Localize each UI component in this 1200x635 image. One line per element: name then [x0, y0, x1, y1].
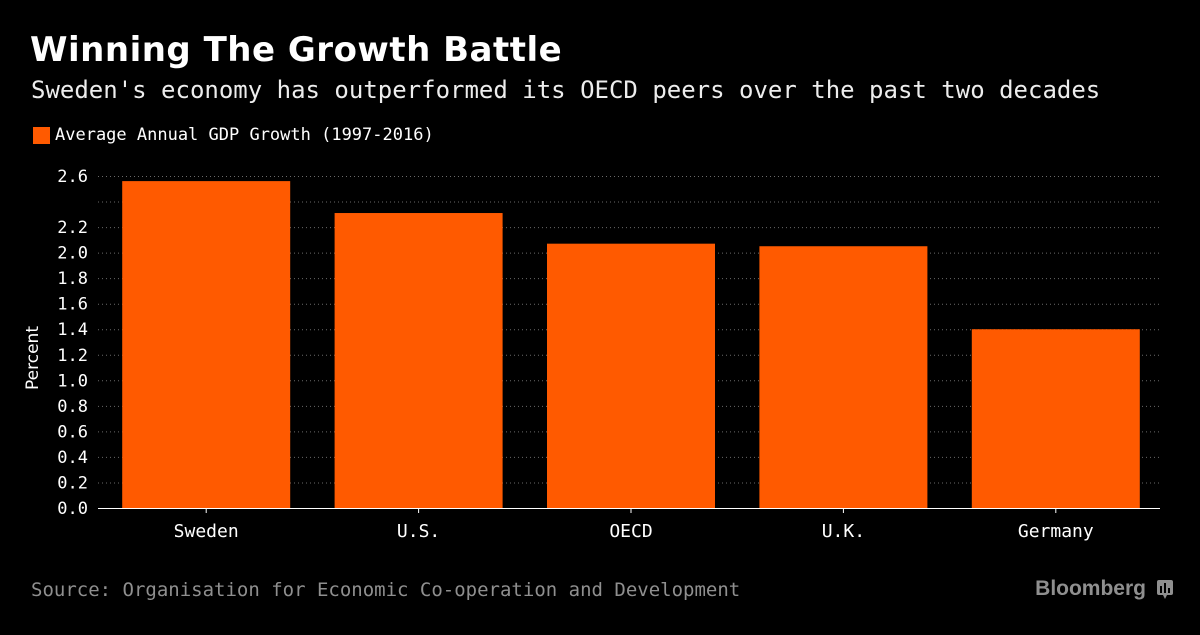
y-tick-label: 1.4 [57, 320, 88, 340]
x-tick-label: Sweden [174, 521, 239, 542]
y-tick-label: 0.4 [57, 448, 88, 468]
y-tick-label: 2.6 [57, 167, 88, 187]
y-tick-label: 0.0 [57, 499, 88, 519]
legend: Average Annual GDP Growth (1997-2016) [33, 124, 434, 146]
y-tick-label: 2.2 [57, 218, 88, 238]
bar-oecd [547, 243, 715, 508]
legend-label: Average Annual GDP Growth (1997-2016) [55, 125, 434, 145]
y-axis-label: Percent [23, 326, 43, 390]
bar-u-k [759, 246, 928, 508]
y-tick-label: 2.0 [57, 244, 88, 264]
chart-title: Winning The Growth Battle [30, 30, 563, 70]
legend-swatch [33, 126, 50, 144]
x-tick-label: Germany [1018, 521, 1094, 542]
bar-sweden [122, 181, 291, 508]
axis-layer: 0.0 0.2 0.4 0.6 0.8 1.0 1.2 1.4 1.6 1.8 2.0 2.2 2.6 S… [57, 167, 1160, 542]
y-tick-label: 1.6 [57, 295, 88, 315]
y-tick-label: 1.0 [57, 371, 88, 391]
y-tick-label: 1.2 [57, 346, 88, 366]
y-tick-label: 0.2 [57, 473, 88, 493]
y-tick-label: 0.6 [57, 422, 88, 442]
x-tick-label: U.S. [397, 521, 440, 542]
bloomberg-terminal-icon [1157, 580, 1173, 599]
y-tick-label: 0.8 [57, 397, 88, 417]
x-tick-label: OECD [609, 521, 652, 542]
bars-layer [122, 181, 1140, 508]
bar-u-s [334, 213, 503, 508]
x-tick-label: U.K. [822, 521, 865, 542]
bar-germany [971, 329, 1140, 508]
chart-subtitle: Sweden's economy has outperformed its OE… [31, 76, 1101, 104]
y-tick-label: 1.8 [57, 269, 88, 289]
brand-logo: Bloomberg [1035, 577, 1146, 600]
source-note: Source: Organisation for Economic Co-ope… [31, 579, 741, 601]
